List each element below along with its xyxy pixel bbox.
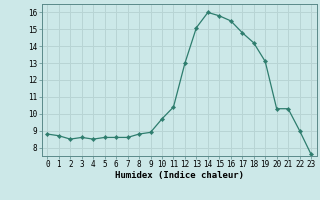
X-axis label: Humidex (Indice chaleur): Humidex (Indice chaleur): [115, 171, 244, 180]
